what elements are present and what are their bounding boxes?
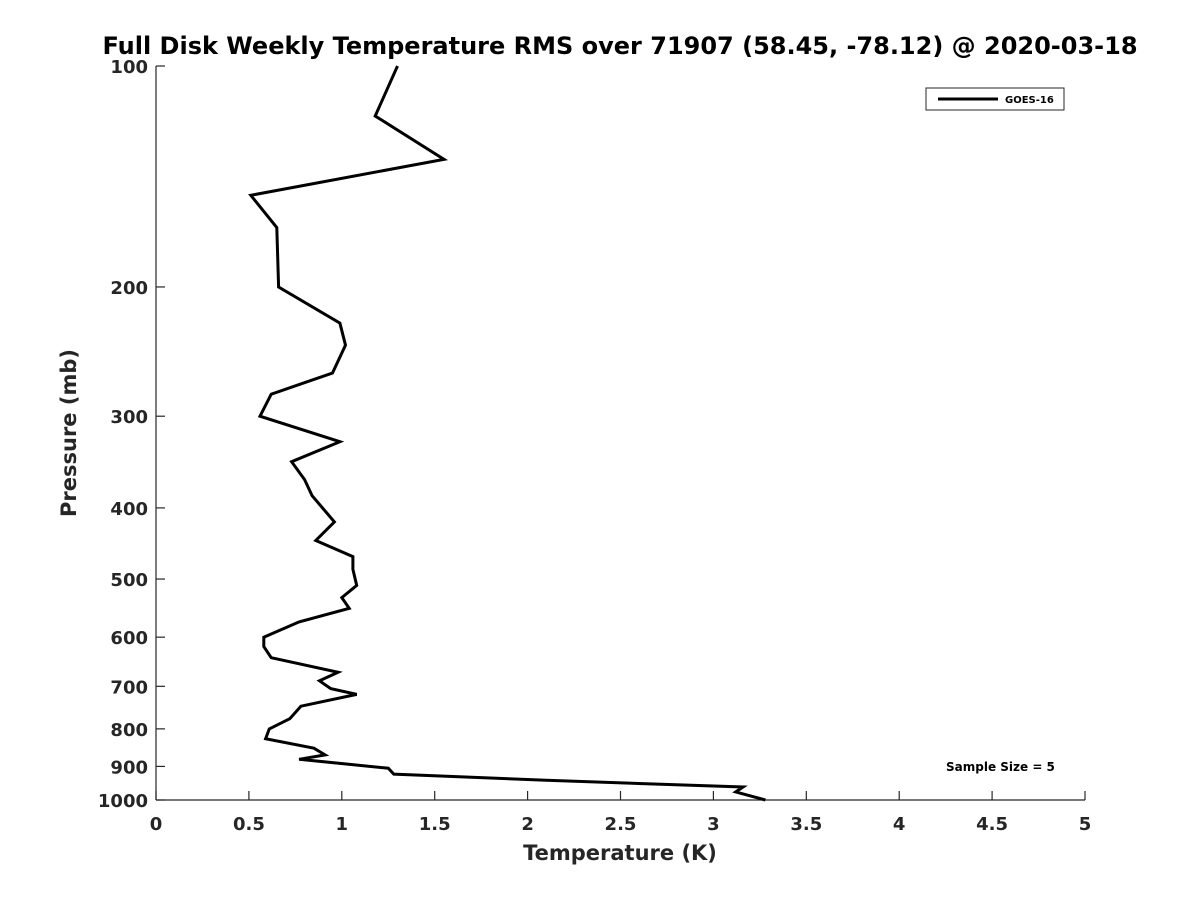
x-tick-label: 2.5 [605, 814, 637, 835]
y-tick-label: 800 [110, 720, 148, 741]
x-tick-label: 1.5 [419, 814, 451, 835]
y-tick-label: 300 [110, 407, 148, 428]
chart-title: Full Disk Weekly Temperature RMS over 71… [102, 32, 1137, 60]
y-tick-label: 700 [110, 677, 148, 698]
y-axis-label: Pressure (mb) [57, 349, 81, 517]
legend-label-goes16: GOES-16 [1005, 95, 1054, 106]
y-tick-label: 1000 [98, 791, 148, 812]
y-tick-label: 600 [110, 628, 148, 649]
x-axis-label: Temperature (K) [523, 841, 717, 865]
y-axis-ticks: 100 200 300 400 500 600 700 800 900 1000 [98, 57, 165, 812]
x-tick-label: 4 [893, 814, 906, 835]
x-tick-label: 3 [707, 814, 720, 835]
y-tick-label: 900 [110, 757, 148, 778]
y-tick-label: 400 [110, 499, 148, 520]
plot-area [156, 66, 1085, 800]
legend: GOES-16 [926, 88, 1064, 110]
sample-size-annotation: Sample Size = 5 [946, 760, 1055, 774]
y-tick-label: 500 [110, 570, 148, 591]
x-tick-label: 5 [1079, 814, 1092, 835]
x-tick-label: 2 [521, 814, 534, 835]
x-tick-label: 3.5 [790, 814, 822, 835]
x-tick-label: 0.5 [233, 814, 265, 835]
x-tick-label: 1 [336, 814, 349, 835]
x-tick-label: 4.5 [976, 814, 1008, 835]
y-tick-label: 200 [110, 278, 148, 299]
x-tick-label: 0 [150, 814, 163, 835]
y-tick-label: 100 [110, 57, 148, 78]
